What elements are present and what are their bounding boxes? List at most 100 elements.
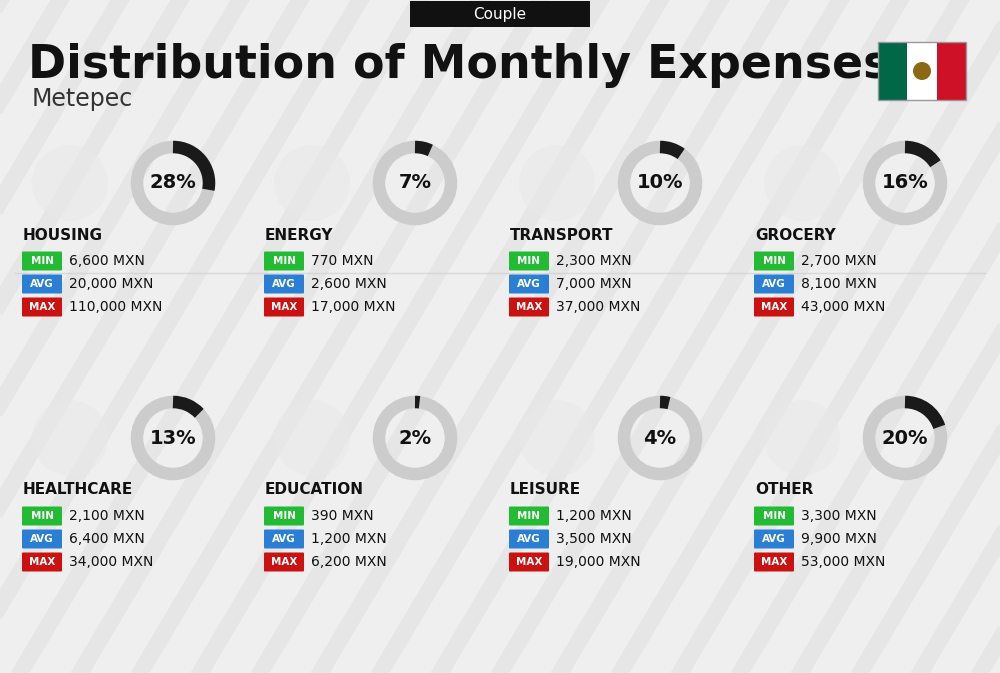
Text: 20,000 MXN: 20,000 MXN [69, 277, 153, 291]
Text: MIN: MIN [30, 256, 54, 266]
Text: AVG: AVG [272, 534, 296, 544]
Text: 43,000 MXN: 43,000 MXN [801, 300, 885, 314]
FancyBboxPatch shape [509, 252, 549, 271]
Text: AVG: AVG [517, 534, 541, 544]
Text: MAX: MAX [516, 557, 542, 567]
Text: 7,000 MXN: 7,000 MXN [556, 277, 632, 291]
Text: 2%: 2% [398, 429, 432, 448]
Text: AVG: AVG [517, 279, 541, 289]
Text: 8,100 MXN: 8,100 MXN [801, 277, 877, 291]
Text: 37,000 MXN: 37,000 MXN [556, 300, 640, 314]
FancyBboxPatch shape [22, 530, 62, 548]
Text: 28%: 28% [150, 174, 196, 192]
Text: 6,400 MXN: 6,400 MXN [69, 532, 145, 546]
FancyBboxPatch shape [509, 297, 549, 316]
Text: 10%: 10% [637, 174, 683, 192]
FancyBboxPatch shape [907, 42, 937, 100]
FancyBboxPatch shape [509, 275, 549, 293]
FancyBboxPatch shape [509, 530, 549, 548]
FancyBboxPatch shape [754, 507, 794, 526]
FancyBboxPatch shape [264, 530, 304, 548]
Circle shape [32, 400, 108, 476]
FancyBboxPatch shape [22, 297, 62, 316]
Text: AVG: AVG [272, 279, 296, 289]
Text: MAX: MAX [761, 557, 787, 567]
Text: 3,500 MXN: 3,500 MXN [556, 532, 632, 546]
Text: AVG: AVG [762, 279, 786, 289]
Text: MAX: MAX [516, 302, 542, 312]
Circle shape [519, 400, 595, 476]
Text: 20%: 20% [882, 429, 928, 448]
Text: 2,300 MXN: 2,300 MXN [556, 254, 632, 268]
FancyBboxPatch shape [264, 252, 304, 271]
Text: MIN: MIN [763, 511, 786, 521]
Text: MAX: MAX [271, 302, 297, 312]
Text: 19,000 MXN: 19,000 MXN [556, 555, 641, 569]
FancyBboxPatch shape [22, 507, 62, 526]
FancyBboxPatch shape [754, 275, 794, 293]
Text: ENERGY: ENERGY [265, 227, 334, 242]
Text: HEALTHCARE: HEALTHCARE [23, 483, 133, 497]
Circle shape [274, 400, 350, 476]
Text: MAX: MAX [29, 302, 55, 312]
Text: Couple: Couple [473, 7, 527, 22]
Text: AVG: AVG [30, 279, 54, 289]
Text: 2,700 MXN: 2,700 MXN [801, 254, 877, 268]
Text: 390 MXN: 390 MXN [311, 509, 374, 523]
Circle shape [519, 145, 595, 221]
Text: LEISURE: LEISURE [510, 483, 581, 497]
Text: 9,900 MXN: 9,900 MXN [801, 532, 877, 546]
FancyBboxPatch shape [264, 507, 304, 526]
Text: 16%: 16% [882, 174, 928, 192]
Circle shape [913, 62, 931, 80]
Circle shape [764, 145, 840, 221]
Text: MIN: MIN [518, 511, 540, 521]
Circle shape [32, 145, 108, 221]
FancyBboxPatch shape [264, 553, 304, 571]
FancyBboxPatch shape [509, 507, 549, 526]
FancyBboxPatch shape [22, 553, 62, 571]
Text: MAX: MAX [271, 557, 297, 567]
Text: AVG: AVG [762, 534, 786, 544]
Text: TRANSPORT: TRANSPORT [510, 227, 614, 242]
FancyBboxPatch shape [509, 553, 549, 571]
Text: 7%: 7% [398, 174, 432, 192]
Text: MAX: MAX [761, 302, 787, 312]
FancyBboxPatch shape [22, 275, 62, 293]
Text: Distribution of Monthly Expenses: Distribution of Monthly Expenses [28, 42, 890, 87]
Text: 4%: 4% [643, 429, 677, 448]
Circle shape [274, 145, 350, 221]
FancyBboxPatch shape [754, 252, 794, 271]
Text: 2,600 MXN: 2,600 MXN [311, 277, 387, 291]
FancyBboxPatch shape [410, 1, 590, 27]
FancyBboxPatch shape [754, 297, 794, 316]
Text: 1,200 MXN: 1,200 MXN [556, 509, 632, 523]
Text: AVG: AVG [30, 534, 54, 544]
Text: 1,200 MXN: 1,200 MXN [311, 532, 387, 546]
Text: 17,000 MXN: 17,000 MXN [311, 300, 396, 314]
Text: EDUCATION: EDUCATION [265, 483, 364, 497]
Text: MIN: MIN [272, 511, 296, 521]
FancyBboxPatch shape [878, 42, 907, 100]
Text: MIN: MIN [30, 511, 54, 521]
FancyBboxPatch shape [264, 297, 304, 316]
FancyBboxPatch shape [754, 553, 794, 571]
FancyBboxPatch shape [264, 275, 304, 293]
Text: 110,000 MXN: 110,000 MXN [69, 300, 162, 314]
Text: 13%: 13% [150, 429, 196, 448]
Text: Metepec: Metepec [32, 87, 133, 111]
Text: 34,000 MXN: 34,000 MXN [69, 555, 153, 569]
Text: MIN: MIN [518, 256, 540, 266]
Text: MAX: MAX [29, 557, 55, 567]
Text: 53,000 MXN: 53,000 MXN [801, 555, 885, 569]
Text: 2,100 MXN: 2,100 MXN [69, 509, 145, 523]
FancyBboxPatch shape [937, 42, 966, 100]
Text: 6,200 MXN: 6,200 MXN [311, 555, 387, 569]
Text: HOUSING: HOUSING [23, 227, 103, 242]
Text: 3,300 MXN: 3,300 MXN [801, 509, 877, 523]
FancyBboxPatch shape [754, 530, 794, 548]
Text: 6,600 MXN: 6,600 MXN [69, 254, 145, 268]
Text: 770 MXN: 770 MXN [311, 254, 374, 268]
Text: OTHER: OTHER [755, 483, 813, 497]
Text: GROCERY: GROCERY [755, 227, 836, 242]
